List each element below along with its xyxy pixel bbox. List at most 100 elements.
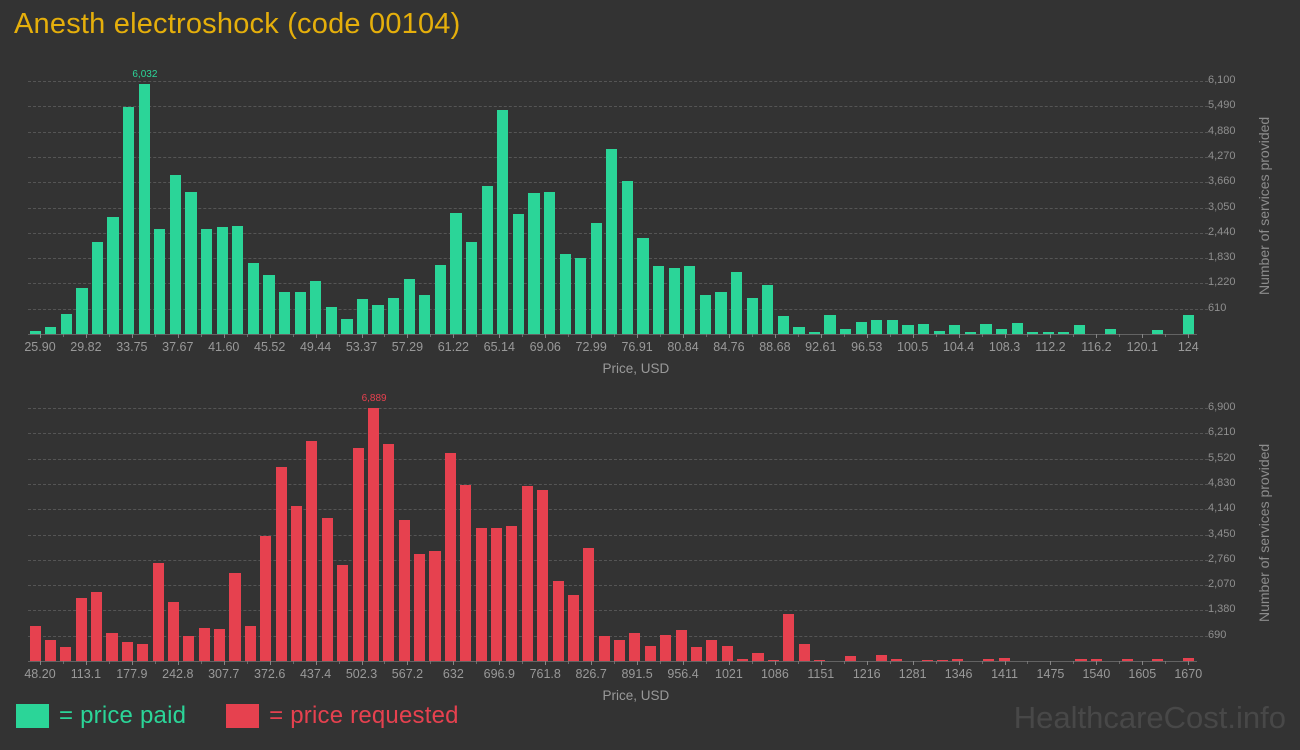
histogram-bar-price-paid (575, 257, 587, 334)
x-tick-mark (499, 334, 501, 338)
x-tick-mark (637, 661, 639, 665)
y-tick-label: 2,760 (1208, 552, 1236, 565)
histogram-bar-price-paid (388, 297, 400, 334)
histogram-bar-price-paid (777, 316, 789, 334)
x-tick-mark-minor (62, 661, 64, 664)
histogram-bar-price-paid (372, 304, 384, 334)
histogram-bar-price-paid (403, 278, 415, 334)
histogram-bar-price-requested (291, 505, 303, 661)
histogram-bar-price-paid (606, 148, 618, 334)
y-tick-label: 2,070 (1208, 578, 1236, 591)
x-tick-mark (315, 334, 317, 338)
y-tick-label: 6,210 (1208, 426, 1236, 439)
histogram-bar-price-paid (201, 229, 213, 334)
histogram-bar-price-paid (933, 330, 945, 334)
histogram-bar-price-paid (434, 265, 447, 334)
histogram-bar-price-paid (138, 83, 150, 334)
histogram-bar-price-requested (214, 629, 226, 661)
histogram-bar-price-requested (75, 597, 87, 661)
x-tick-mark-minor (1119, 661, 1121, 664)
histogram-bar-price-paid (1105, 329, 1117, 334)
x-tick-mark (728, 334, 730, 338)
histogram-bar-price-requested (921, 659, 933, 661)
x-tick-label: 116.2 (1081, 340, 1112, 354)
y-tick-label: 6,100 (1208, 74, 1236, 86)
histogram-bar-price-requested (552, 581, 564, 661)
x-tick-label: 100.5 (897, 340, 929, 354)
x-tick-mark (407, 334, 409, 338)
x-tick-mark (1096, 334, 1098, 338)
histogram-bar-price-requested (460, 484, 472, 661)
x-tick-label: 437.4 (299, 667, 332, 681)
histogram-bar-price-paid (154, 229, 166, 334)
histogram-bar-price-requested (890, 658, 902, 661)
x-tick-mark (1050, 334, 1052, 338)
histogram-bar-price-paid (512, 213, 524, 334)
histogram-bar-price-requested (121, 641, 133, 661)
histogram-bar-price-requested (1121, 658, 1133, 661)
histogram-bar-price-paid (684, 266, 696, 334)
x-tick-label: 177.9 (116, 667, 148, 681)
x-tick-mark (499, 661, 501, 665)
histogram-bar-price-paid (762, 285, 774, 334)
gridline (28, 635, 1208, 637)
x-tick-label: 113.1 (70, 667, 102, 681)
histogram-bar-price-paid (45, 327, 57, 334)
x-tick-label: 826.7 (575, 667, 607, 681)
x-tick-mark (361, 334, 363, 338)
x-tick-mark-minor (1165, 661, 1167, 664)
x-tick-mark-minor (476, 661, 478, 664)
histogram-bar-price-paid (949, 324, 961, 334)
histogram-bar-price-paid (980, 323, 992, 334)
x-tick-mark-minor (154, 661, 156, 664)
x-tick-label: 1605 (1128, 667, 1157, 681)
x-tick-label: 502.3 (345, 667, 378, 681)
gridline (28, 81, 1208, 82)
x-tick-label: 1086 (760, 667, 789, 681)
x-tick-mark (131, 334, 133, 338)
x-tick-mark (591, 661, 593, 665)
histogram-bar-price-requested (506, 525, 518, 661)
histogram-bar-price-paid (278, 291, 291, 334)
gridline (28, 433, 1208, 435)
histogram-bar-price-requested (937, 659, 949, 661)
histogram-bar-price-paid (356, 299, 369, 334)
x-tick-label: 1540 (1082, 667, 1111, 681)
x-tick-label: 1216 (852, 667, 881, 681)
histogram-bar-price-paid (310, 281, 322, 334)
legend-item-price-paid: = price paid (16, 702, 186, 730)
x-tick-label: 96.53 (851, 340, 883, 354)
x-tick-mark-minor (981, 334, 983, 337)
gridline (28, 610, 1208, 612)
x-tick-mark (40, 661, 41, 665)
x-tick-mark-minor (1119, 334, 1121, 337)
x-tick-mark-minor (614, 661, 616, 664)
histogram-bar-price-paid (294, 291, 306, 334)
x-tick-mark (223, 661, 225, 665)
x-tick-label: 761.8 (529, 667, 561, 681)
legend-label-price-paid: = price paid (59, 702, 187, 729)
x-tick-mark-minor (384, 334, 386, 337)
histogram-bar-price-requested (1152, 658, 1164, 661)
gridline (28, 483, 1208, 485)
histogram-bar-price-paid (1058, 332, 1070, 334)
histogram-bar-price-requested (414, 554, 426, 661)
histogram-bar-price-requested (183, 636, 195, 661)
histogram-bar-price-requested (675, 630, 687, 661)
histogram-bar-price-paid (543, 191, 556, 334)
x-tick-label: 33.75 (116, 340, 148, 354)
x-axis-title-price-paid: Price, USD (602, 361, 670, 376)
histogram-bar-price-requested (660, 634, 672, 661)
histogram-bar-price-requested (383, 443, 395, 661)
histogram-bar-price-paid (169, 174, 182, 334)
x-tick-mark-minor (1073, 334, 1075, 337)
histogram-bar-price-paid (497, 110, 509, 334)
histogram-bar-price-paid (715, 291, 727, 334)
x-tick-label: 1346 (944, 667, 973, 681)
x-tick-mark-minor (981, 661, 983, 664)
x-tick-mark (1050, 661, 1052, 665)
histogram-bar-price-paid (1011, 322, 1023, 334)
gridline (28, 585, 1208, 587)
x-tick-mark (1004, 334, 1006, 338)
y-tick-label: 1,220 (1208, 276, 1236, 289)
